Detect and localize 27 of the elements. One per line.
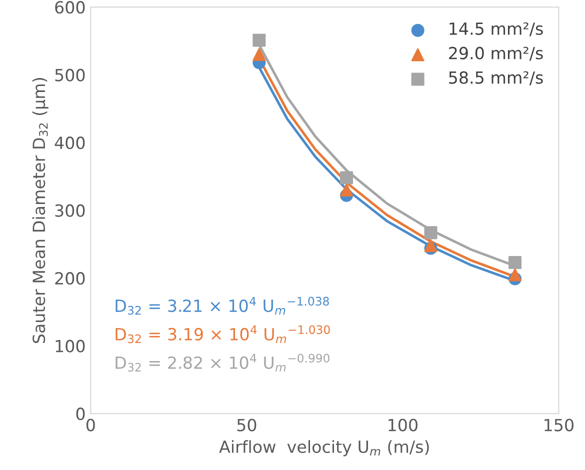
point xyxy=(252,48,266,61)
annotation: D$_{32}$ = 3.21 × 10$^{4}$ U$_{m}$$^{−1.038}$ xyxy=(116,296,329,315)
point xyxy=(508,256,522,270)
legend-label: 58.5 mm²/s xyxy=(449,71,543,86)
y-tick-label: 100 xyxy=(56,340,85,352)
point xyxy=(424,226,438,240)
legend-label: 14.5 mm²/s xyxy=(450,22,543,36)
point xyxy=(252,34,266,47)
y-axis-title: Sauter Mean Diameter D$_{32}$ (μm) xyxy=(32,78,48,344)
y-tick-label: 400 xyxy=(54,136,85,150)
y-tick-label: 600 xyxy=(55,1,85,14)
annotation: D$_{32}$ = 2.82 × 10$^{4}$ U$_{m}$$^{−0.990}$ xyxy=(116,354,330,372)
y-tick-label: 300 xyxy=(55,204,85,217)
annotation: D$_{32}$ = 3.19 × 10$^{4}$ U$_{m}$$^{−1.030}$ xyxy=(116,325,330,344)
point xyxy=(424,239,438,252)
y-tick-label: 200 xyxy=(55,272,85,285)
x-tick-label: 100 xyxy=(388,418,418,432)
x-tick-label: 0 xyxy=(86,418,95,432)
x-tick-label: 50 xyxy=(237,418,256,432)
x-axis-title: Airflow velocity U$_{m}$ (m/s) xyxy=(219,440,429,456)
point xyxy=(340,171,354,184)
y-tick-label: 500 xyxy=(55,68,85,82)
point xyxy=(340,183,354,196)
x-tick-label: 150 xyxy=(544,418,574,432)
legend-label: 29.0 mm²/s xyxy=(449,46,543,61)
y-tick-label: 0 xyxy=(76,408,85,420)
point xyxy=(508,268,522,282)
